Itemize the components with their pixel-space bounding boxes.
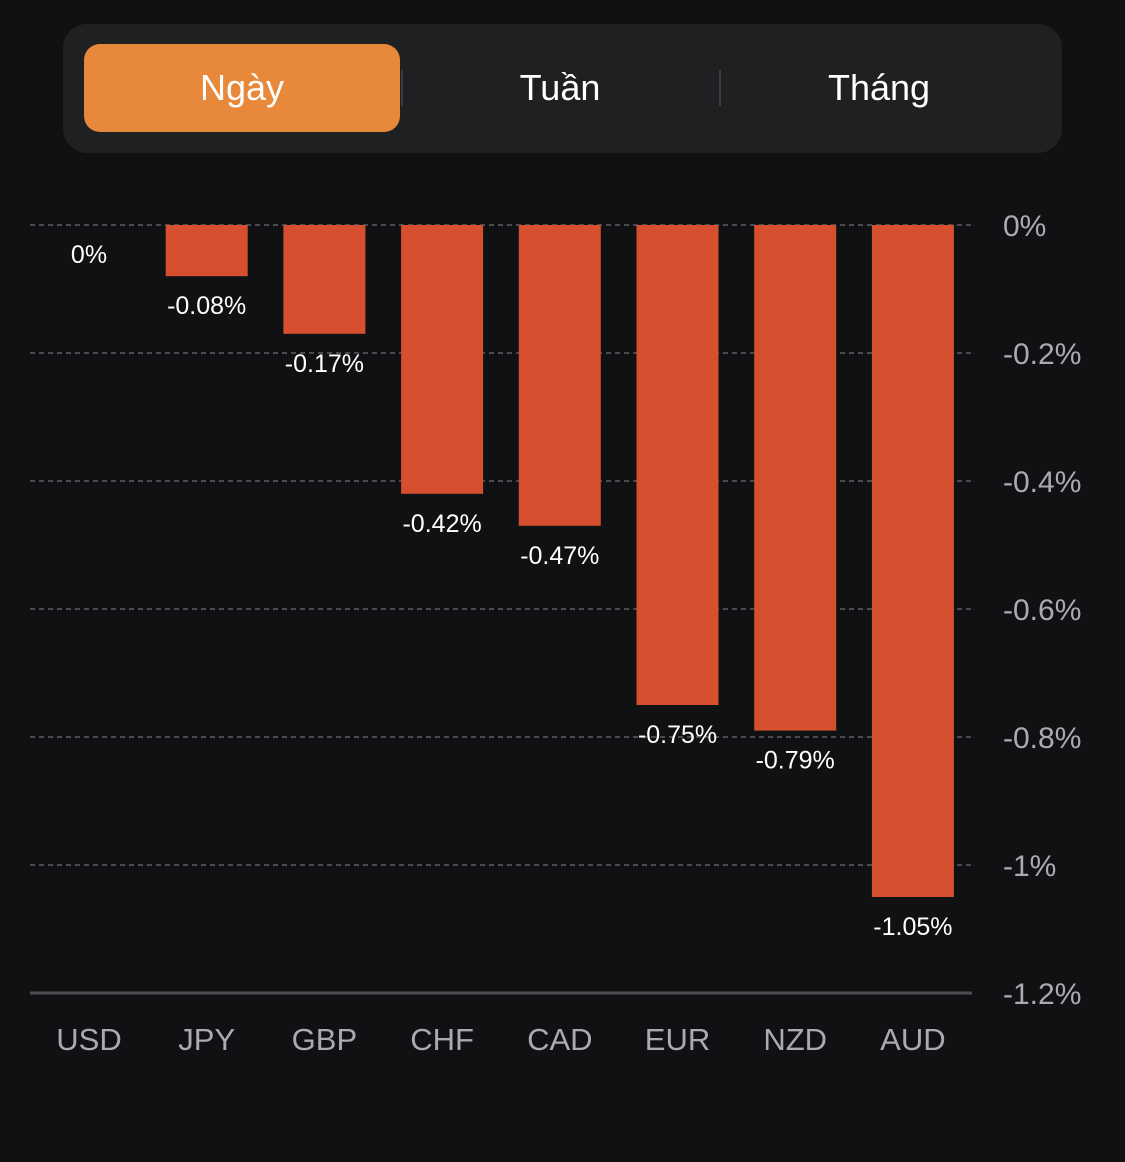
y-tick-label: -0.6% bbox=[1003, 594, 1081, 627]
period-segmented-control: Ngày Tuần Tháng bbox=[63, 24, 1062, 153]
value-label-usd: 0% bbox=[71, 241, 107, 269]
value-label-cad: -0.47% bbox=[520, 542, 599, 570]
bar-aud bbox=[871, 225, 954, 897]
tab-week[interactable]: Tuần bbox=[519, 67, 601, 108]
bar-eur bbox=[636, 225, 719, 705]
y-tick-label: 0% bbox=[1003, 210, 1046, 243]
category-label-cad: CAD bbox=[527, 1022, 592, 1057]
tab-month[interactable]: Tháng bbox=[827, 67, 931, 108]
value-label-eur: -0.75% bbox=[638, 721, 717, 749]
category-label-jpy: JPY bbox=[178, 1022, 235, 1057]
value-label-aud: -1.05% bbox=[873, 913, 952, 941]
y-tick-label: -0.4% bbox=[1003, 466, 1081, 499]
category-label-nzd: NZD bbox=[763, 1022, 827, 1057]
bar-cad bbox=[518, 225, 601, 526]
y-tick-label: -1.2% bbox=[1003, 978, 1081, 1011]
bar-chf bbox=[401, 225, 484, 494]
bar-gbp bbox=[283, 225, 366, 334]
category-label-eur: EUR bbox=[645, 1022, 710, 1057]
value-label-chf: -0.42% bbox=[402, 510, 481, 538]
value-label-gbp: -0.17% bbox=[285, 350, 364, 378]
segment-divider bbox=[719, 70, 721, 106]
y-tick-label: -1% bbox=[1003, 850, 1056, 883]
segment-divider bbox=[401, 70, 403, 106]
category-label-aud: AUD bbox=[880, 1022, 945, 1057]
bar-nzd bbox=[754, 225, 837, 731]
value-label-nzd: -0.79% bbox=[756, 747, 835, 775]
value-label-jpy: -0.08% bbox=[167, 292, 246, 320]
category-label-chf: CHF bbox=[410, 1022, 474, 1057]
category-label-usd: USD bbox=[56, 1022, 121, 1057]
bar-jpy bbox=[165, 225, 248, 277]
tab-day[interactable]: Ngày bbox=[84, 44, 400, 132]
y-tick-label: -0.8% bbox=[1003, 722, 1081, 755]
y-tick-label: -0.2% bbox=[1003, 338, 1081, 371]
category-label-gbp: GBP bbox=[292, 1022, 357, 1057]
